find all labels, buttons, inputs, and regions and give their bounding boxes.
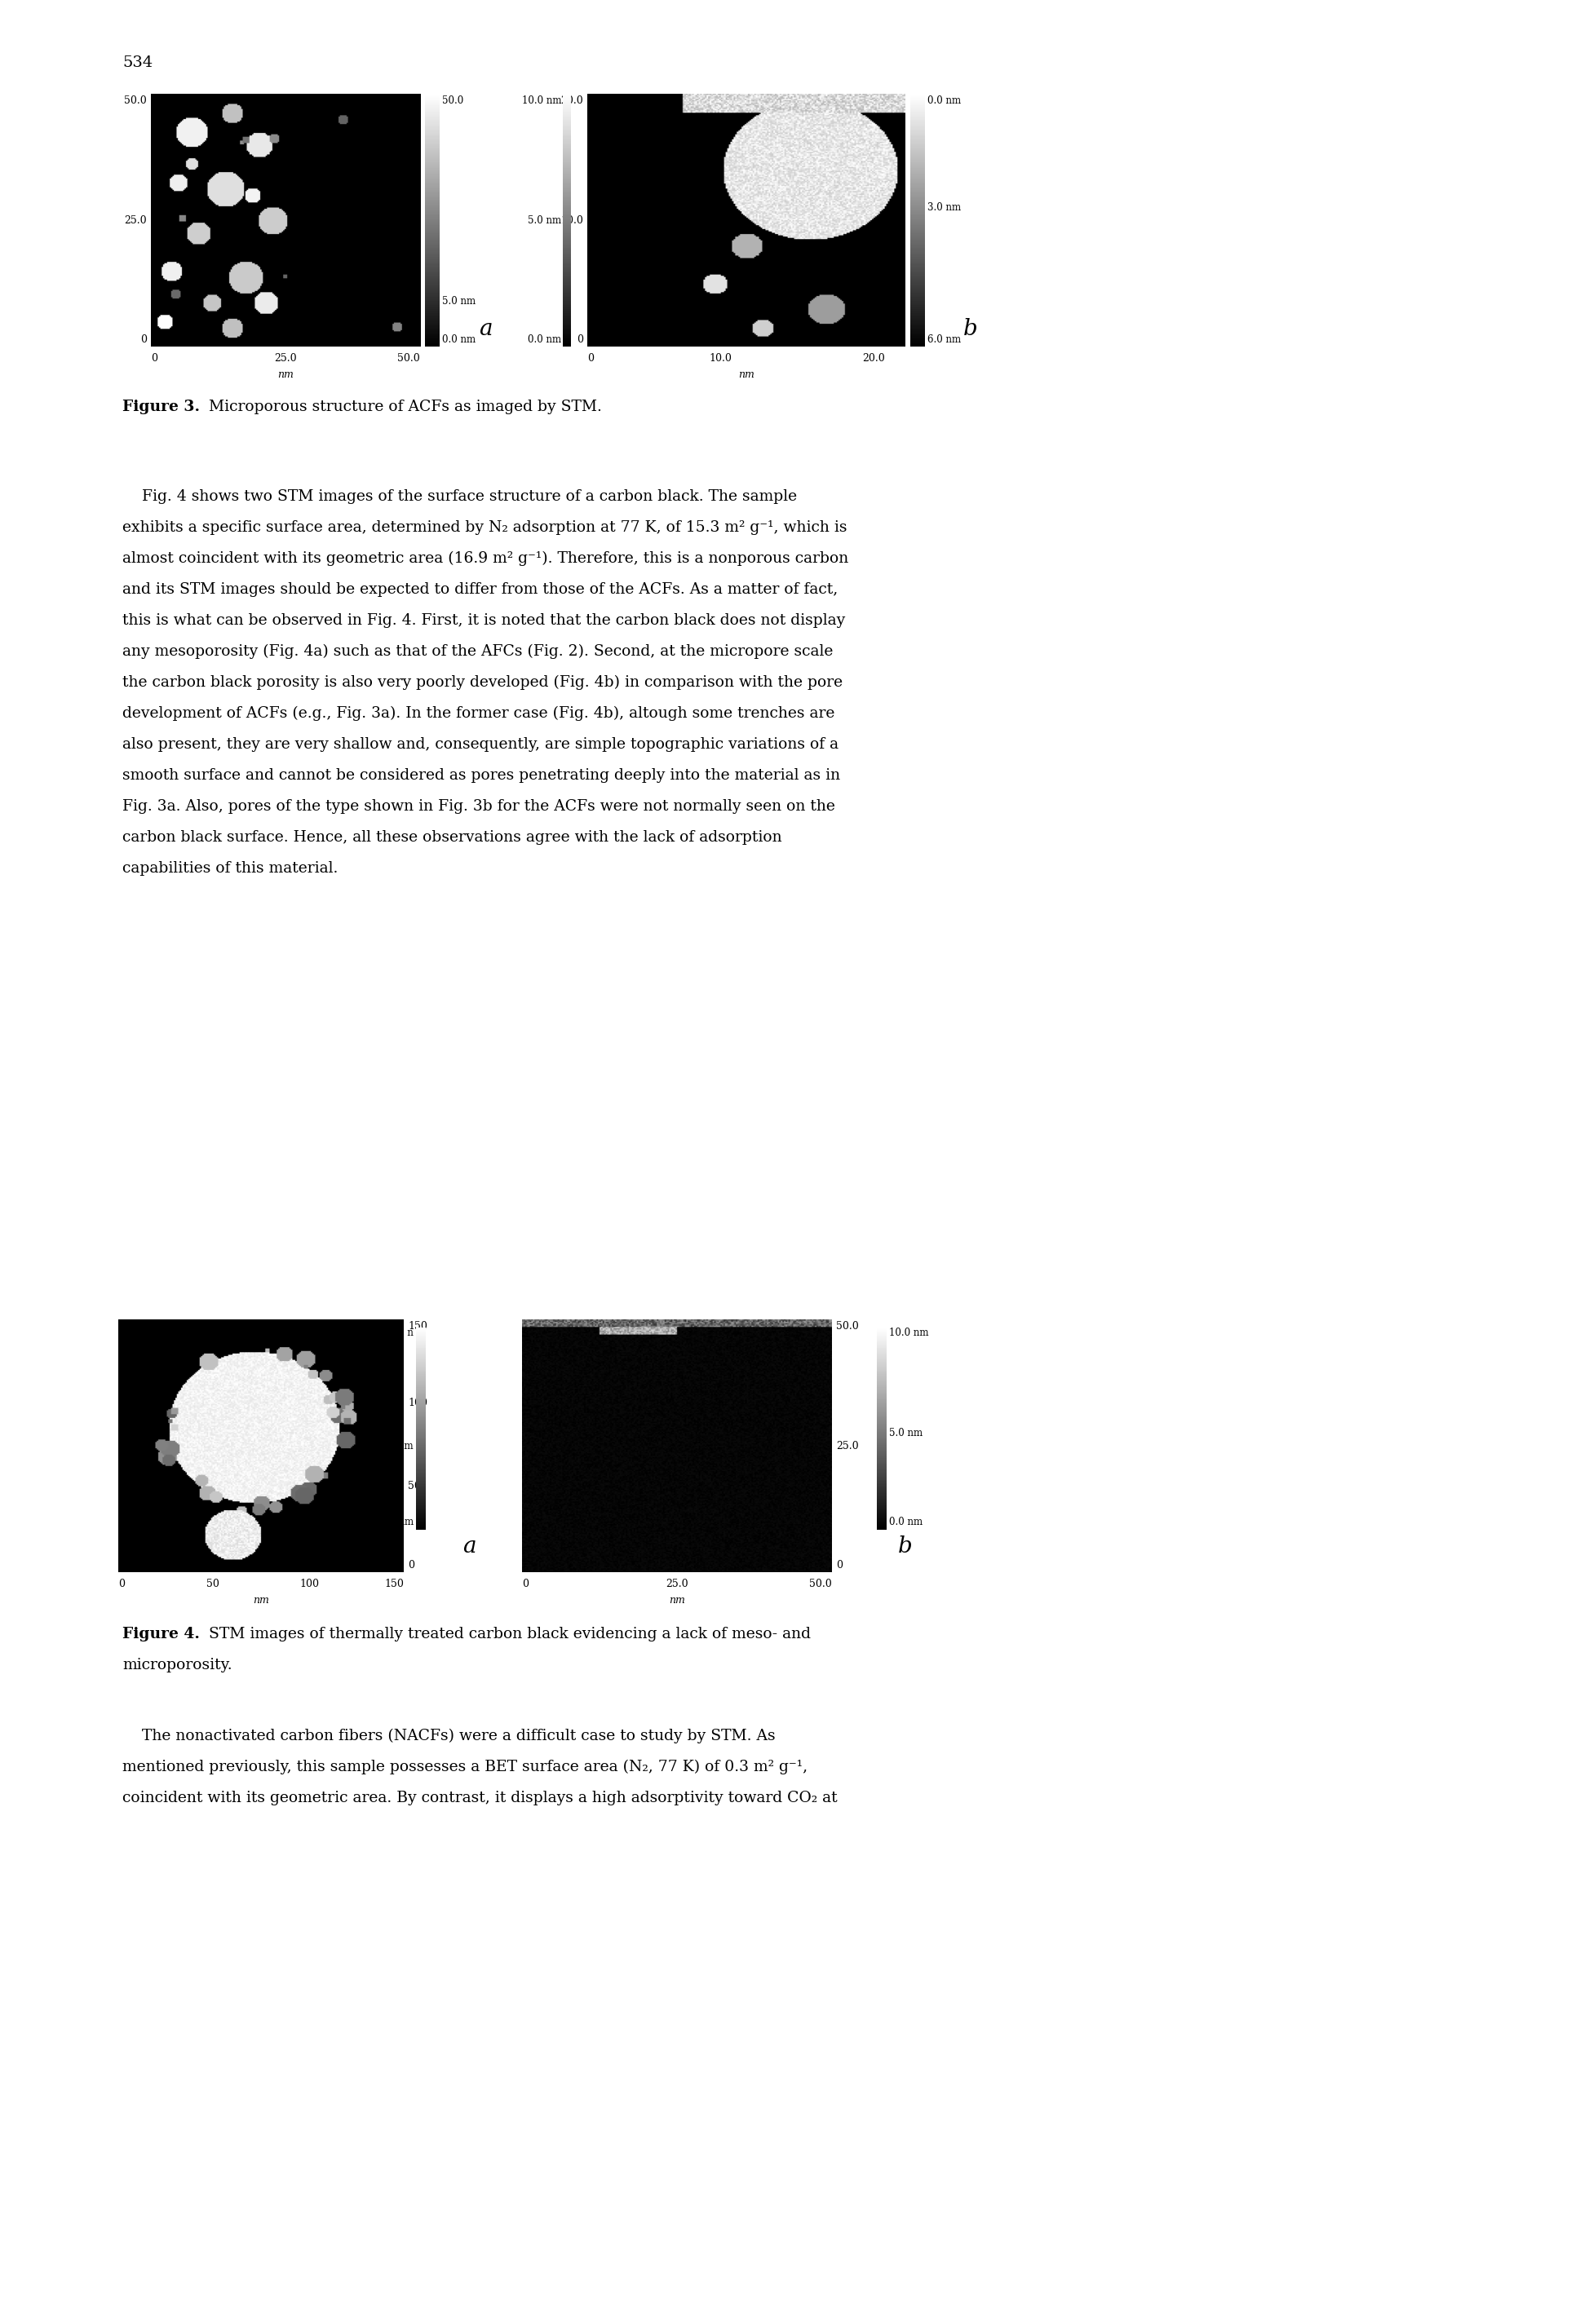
Text: 50.0: 50.0 xyxy=(124,95,147,107)
Text: 25.0: 25.0 xyxy=(836,1441,859,1450)
Text: Microporous structure of ACFs as imaged by STM.: Microporous structure of ACFs as imaged … xyxy=(204,400,602,414)
Text: Figure 4.: Figure 4. xyxy=(123,1627,199,1641)
Text: Fig. 4 shows two STM images of the surface structure of a carbon black. The samp: Fig. 4 shows two STM images of the surfa… xyxy=(123,490,796,504)
Text: 50.0: 50.0 xyxy=(397,353,421,363)
Text: nm: nm xyxy=(669,1594,685,1606)
Text: 0.0 nm: 0.0 nm xyxy=(381,1515,414,1527)
Text: development of ACFs (e.g., Fig. 3a). In the former case (Fig. 4b), altough some : development of ACFs (e.g., Fig. 3a). In … xyxy=(123,706,835,720)
Text: 5.0 nm: 5.0 nm xyxy=(443,295,476,307)
Text: nm: nm xyxy=(253,1594,269,1606)
Text: 25.0: 25.0 xyxy=(124,214,147,225)
Text: a: a xyxy=(462,1536,476,1557)
Text: 6.0 nm: 6.0 nm xyxy=(927,335,961,344)
Text: 0.0 nm: 0.0 nm xyxy=(889,1515,922,1527)
Text: 0: 0 xyxy=(588,353,594,363)
Text: capabilities of this material.: capabilities of this material. xyxy=(123,862,338,876)
Text: nm: nm xyxy=(738,370,755,381)
Text: carbon black surface. Hence, all these observations agree with the lack of adsor: carbon black surface. Hence, all these o… xyxy=(123,830,782,846)
Text: the carbon black porosity is also very poorly developed (Fig. 4b) in comparison : the carbon black porosity is also very p… xyxy=(123,676,843,690)
Text: 150: 150 xyxy=(408,1320,427,1332)
Text: 0: 0 xyxy=(577,335,583,344)
Text: this is what can be observed in Fig. 4. First, it is noted that the carbon black: this is what can be observed in Fig. 4. … xyxy=(123,614,846,627)
Text: 20.0: 20.0 xyxy=(561,95,583,107)
Text: exhibits a specific surface area, determined by N₂ adsorption at 77 K, of 15.3 m: exhibits a specific surface area, determ… xyxy=(123,521,847,535)
Text: a: a xyxy=(478,318,492,339)
Text: b: b xyxy=(898,1536,913,1557)
Text: 5.0 nm: 5.0 nm xyxy=(527,214,561,225)
Text: 50.0: 50.0 xyxy=(809,1578,832,1590)
Text: 20.0: 20.0 xyxy=(862,353,884,363)
Text: 100: 100 xyxy=(408,1397,427,1408)
Text: smooth surface and cannot be considered as pores penetrating deeply into the mat: smooth surface and cannot be considered … xyxy=(123,769,840,783)
Text: almost coincident with its geometric area (16.9 m² g⁻¹). Therefore, this is a no: almost coincident with its geometric are… xyxy=(123,551,849,567)
Text: 0: 0 xyxy=(151,353,158,363)
Text: Fig. 3a. Also, pores of the type shown in Fig. 3b for the ACFs were not normally: Fig. 3a. Also, pores of the type shown i… xyxy=(123,799,835,813)
Text: 10.0 nm: 10.0 nm xyxy=(521,95,561,107)
Text: 100: 100 xyxy=(299,1578,319,1590)
Text: any mesoporosity (Fig. 4a) such as that of the AFCs (Fig. 2). Second, at the mic: any mesoporosity (Fig. 4a) such as that … xyxy=(123,644,833,660)
Text: 50.0: 50.0 xyxy=(836,1320,859,1332)
Text: 150: 150 xyxy=(384,1578,403,1590)
Text: The nonactivated carbon fibers (NACFs) were a difficult case to study by STM. As: The nonactivated carbon fibers (NACFs) w… xyxy=(123,1729,776,1743)
Text: also present, they are very shallow and, consequently, are simple topographic va: also present, they are very shallow and,… xyxy=(123,737,838,753)
Text: Figure 3.: Figure 3. xyxy=(123,400,199,414)
Text: microporosity.: microporosity. xyxy=(123,1657,233,1673)
Text: 100.0 n: 100.0 n xyxy=(378,1327,414,1339)
Text: 50.0: 50.0 xyxy=(443,95,464,107)
Text: 0.0 nm: 0.0 nm xyxy=(927,95,961,107)
Text: 0: 0 xyxy=(523,1578,529,1590)
Text: 0.0 nm: 0.0 nm xyxy=(527,335,561,344)
Text: b: b xyxy=(964,318,978,339)
Text: 534: 534 xyxy=(123,56,153,70)
Text: STM images of thermally treated carbon black evidencing a lack of meso- and: STM images of thermally treated carbon b… xyxy=(204,1627,811,1641)
Text: 10.0 nm: 10.0 nm xyxy=(889,1327,929,1339)
Text: 3.0 nm: 3.0 nm xyxy=(927,202,961,214)
Text: 50.0 nm: 50.0 nm xyxy=(374,1441,414,1450)
Text: and its STM images should be expected to differ from those of the ACFs. As a mat: and its STM images should be expected to… xyxy=(123,583,838,597)
Text: 10.0: 10.0 xyxy=(561,214,583,225)
Text: 50: 50 xyxy=(408,1480,421,1492)
Text: 0: 0 xyxy=(140,335,147,344)
Text: 0: 0 xyxy=(118,1578,124,1590)
Text: 25.0: 25.0 xyxy=(274,353,296,363)
Text: 0.0 nm: 0.0 nm xyxy=(443,335,476,344)
Text: 0: 0 xyxy=(408,1559,414,1571)
Text: 25.0: 25.0 xyxy=(666,1578,688,1590)
Text: 5.0 nm: 5.0 nm xyxy=(889,1427,922,1439)
Text: mentioned previously, this sample possesses a BET surface area (N₂, 77 K) of 0.3: mentioned previously, this sample posses… xyxy=(123,1759,808,1776)
Text: coincident with its geometric area. By contrast, it displays a high adsorptivity: coincident with its geometric area. By c… xyxy=(123,1792,838,1806)
Text: nm: nm xyxy=(277,370,293,381)
Text: 10.0: 10.0 xyxy=(709,353,733,363)
Text: 0: 0 xyxy=(836,1559,843,1571)
Text: 50: 50 xyxy=(205,1578,218,1590)
